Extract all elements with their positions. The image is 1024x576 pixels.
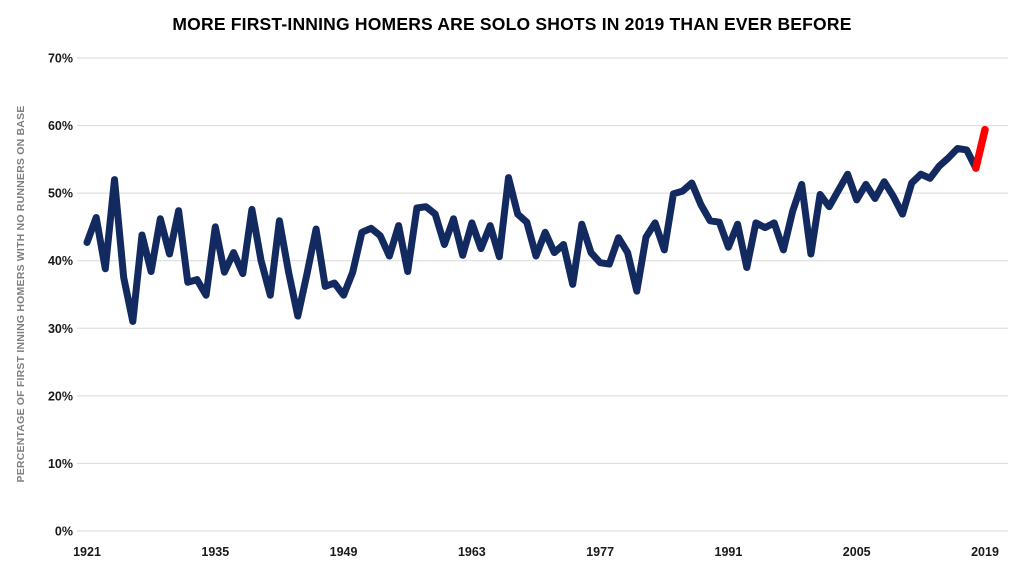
x-tick-label: 2019 bbox=[971, 545, 999, 559]
gridlines bbox=[77, 57, 1008, 532]
x-tick-label: 1935 bbox=[201, 545, 229, 559]
series-layer bbox=[83, 125, 989, 325]
y-tick-label: 50% bbox=[48, 187, 73, 201]
y-tick-label: 70% bbox=[48, 52, 73, 66]
x-tick-label: 1921 bbox=[73, 545, 101, 559]
x-tick-label: 2005 bbox=[843, 545, 871, 559]
y-tick-label: 0% bbox=[55, 525, 73, 539]
y-tick-label: 40% bbox=[48, 254, 73, 268]
y-tick-labels: 0% 10% 20% 30% 40% 50% 60% 70% bbox=[48, 52, 73, 539]
x-tick-labels: 1921 1935 1949 1963 1977 1991 2005 2019 bbox=[73, 545, 999, 559]
x-tick-label: 1977 bbox=[586, 545, 614, 559]
highlight-2019-segment bbox=[972, 125, 989, 172]
x-tick-label: 1991 bbox=[715, 545, 743, 559]
x-tick-label: 1949 bbox=[330, 545, 358, 559]
trend-line bbox=[83, 145, 980, 325]
y-tick-label: 30% bbox=[48, 322, 73, 336]
y-tick-label: 10% bbox=[48, 457, 73, 471]
x-tick-label: 1963 bbox=[458, 545, 486, 559]
y-tick-label: 20% bbox=[48, 389, 73, 403]
y-axis-label: PERCENTAGE OF FIRST INNING HOMERS WITH N… bbox=[15, 106, 27, 483]
y-tick-label: 60% bbox=[48, 119, 73, 133]
chart-title: MORE FIRST-INNING HOMERS ARE SOLO SHOTS … bbox=[172, 14, 851, 34]
